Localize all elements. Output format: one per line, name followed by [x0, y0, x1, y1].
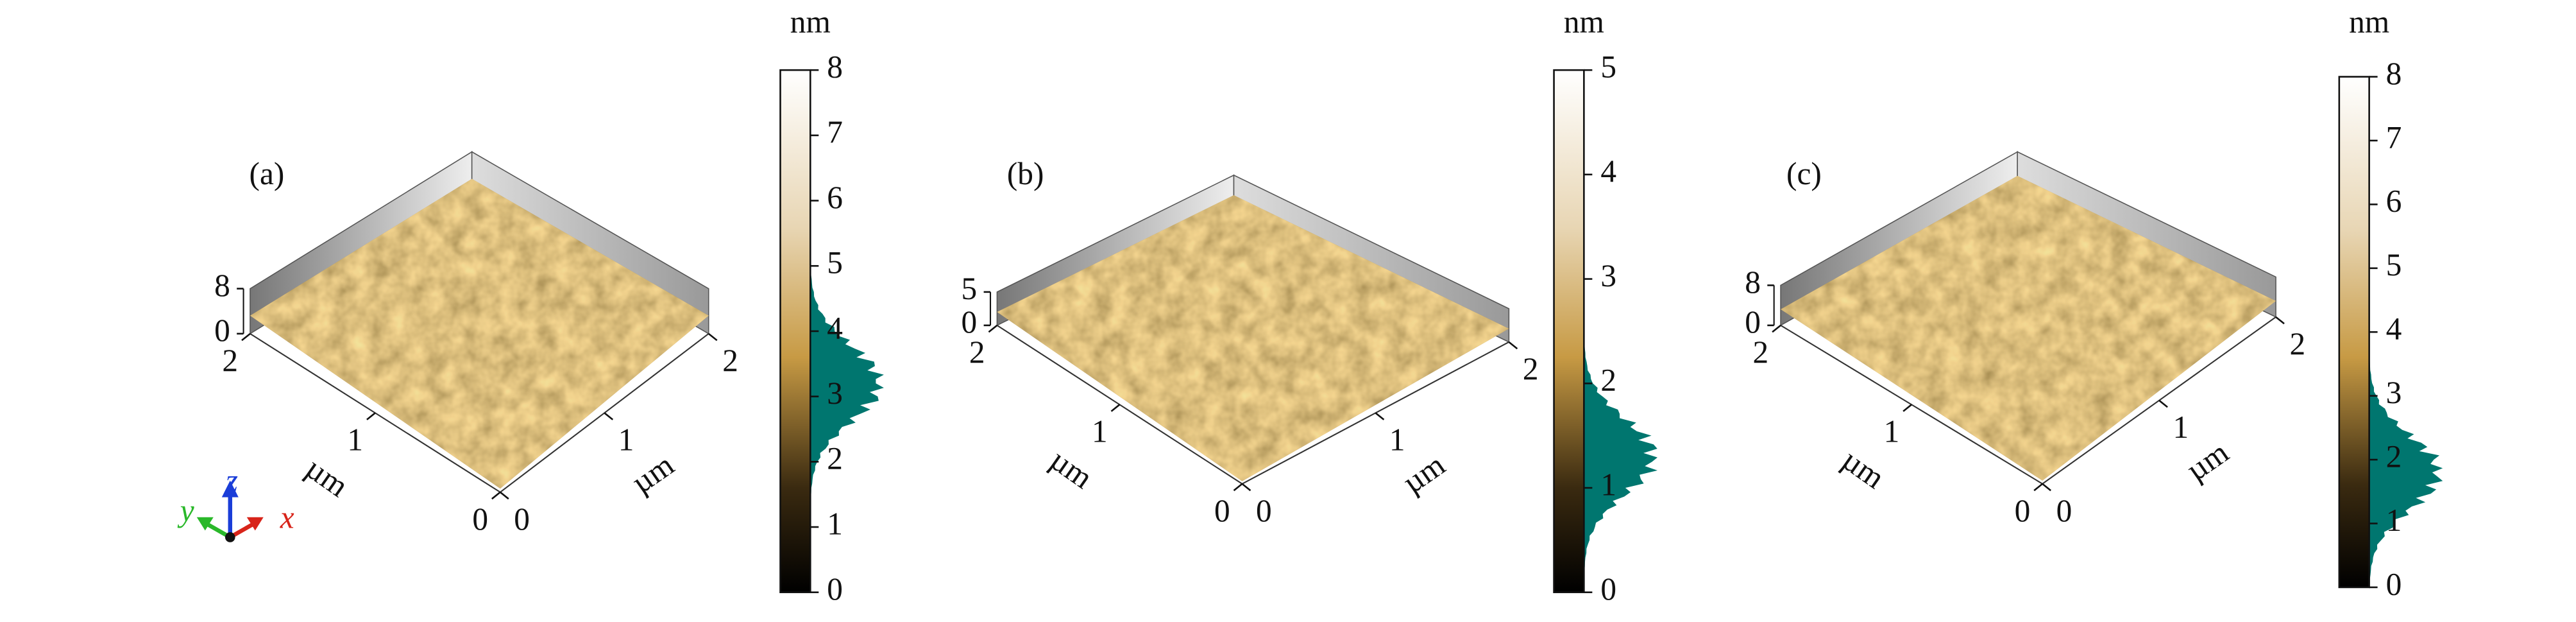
z-tick-label: 8 — [214, 268, 230, 303]
colorbar-tick-label: 2 — [827, 441, 843, 476]
y-tick-label: 2 — [969, 334, 985, 370]
x-tick — [2042, 483, 2051, 492]
x-tick — [1375, 412, 1385, 420]
triad-x: x — [280, 499, 294, 535]
y-tick — [988, 324, 998, 333]
y-unit: µm — [300, 450, 355, 503]
colorbar-tick-label: 5 — [827, 245, 843, 281]
colorbar-tick-label: 4 — [827, 310, 843, 345]
x-tick-label: 1 — [2173, 410, 2189, 445]
y-unit: µm — [1836, 442, 1891, 495]
triad-y: y — [177, 493, 194, 528]
x-tick-label: 2 — [1523, 351, 1539, 386]
panel-label: (b) — [1007, 156, 1044, 191]
x-tick — [2158, 399, 2168, 408]
colorbar-tick-label: 1 — [1600, 467, 1616, 502]
colorbar-tick-label: 8 — [2386, 56, 2402, 91]
colorbar-tick-label: 5 — [2386, 247, 2402, 282]
x-tick — [500, 491, 509, 500]
x-tick — [1241, 483, 1251, 492]
x-tick-label: 2 — [722, 343, 738, 378]
colorbar-tick-label: 7 — [2386, 119, 2402, 155]
colorbar — [2338, 76, 2370, 589]
colorbar — [779, 69, 811, 594]
y-tick — [1772, 324, 1781, 333]
y-tick — [491, 491, 501, 500]
colorbar-unit: nm — [790, 4, 831, 39]
colorbar-tick-label: 2 — [2386, 438, 2402, 474]
x-tick — [604, 412, 614, 420]
surface — [1781, 175, 2276, 481]
height-histogram — [810, 70, 884, 592]
y-tick — [366, 412, 376, 420]
colorbar-unit: nm — [1564, 4, 1604, 39]
colorbar-tick-label: 8 — [827, 49, 843, 84]
z-tick-label: 5 — [962, 271, 978, 306]
colorbar-tick-label: 7 — [827, 114, 843, 150]
x-tick — [708, 333, 718, 341]
colorbar-tick-label: 4 — [2386, 311, 2402, 347]
colorbar-tick-label: 2 — [1600, 363, 1616, 398]
y-tick-label: 0 — [2015, 493, 2031, 528]
colorbar-tick-label: 0 — [2386, 566, 2402, 601]
axis-triad: x y z — [177, 463, 294, 542]
y-tick — [2033, 483, 2043, 492]
triad-z: z — [225, 463, 238, 498]
colorbar-tick-label: 1 — [827, 506, 843, 541]
x-tick — [1508, 341, 1518, 350]
x-tick-label: 0 — [2056, 493, 2072, 528]
colorbar-tick-label: 5 — [1600, 49, 1616, 84]
z-tick-label: 0 — [214, 313, 230, 348]
y-tick-label: 0 — [472, 501, 488, 537]
height-histogram — [1584, 70, 1657, 592]
x-tick — [2275, 316, 2285, 325]
z-tick-label: 0 — [962, 304, 978, 340]
colorbar-tick-label: 6 — [2386, 184, 2402, 219]
panel-label: (c) — [1786, 156, 1822, 191]
y-tick — [1902, 404, 1912, 412]
colorbar-tick-label: 0 — [827, 571, 843, 607]
colorbar-tick-label: 3 — [827, 376, 843, 411]
y-unit: µm — [1044, 442, 1099, 495]
y-tick-label: 0 — [1214, 493, 1230, 528]
y-tick — [1110, 404, 1121, 412]
y-tick-label: 1 — [347, 422, 363, 457]
y-tick-label: 2 — [1753, 334, 1769, 370]
x-tick-label: 0 — [1256, 493, 1272, 528]
y-tick — [241, 333, 251, 341]
y-tick — [1233, 483, 1243, 492]
x-tick-label: 0 — [514, 501, 530, 537]
surface — [997, 195, 1509, 481]
z-tick-label: 8 — [1745, 264, 1761, 300]
height-histogram — [2369, 76, 2443, 587]
x-tick-label: 1 — [618, 422, 634, 457]
colorbar-tick-label: 0 — [1600, 571, 1616, 607]
surface — [250, 178, 709, 489]
y-tick-label: 2 — [222, 343, 238, 378]
y-tick-label: 1 — [1092, 413, 1108, 449]
colorbar-tick-label: 1 — [2386, 503, 2402, 538]
panel-label: (a) — [250, 156, 285, 191]
colorbar-tick-label: 3 — [2386, 375, 2402, 410]
colorbar — [1553, 69, 1585, 594]
colorbar-tick-label: 3 — [1600, 258, 1616, 293]
colorbar-tick-label: 4 — [1600, 153, 1616, 189]
colorbar-tick-label: 6 — [827, 180, 843, 215]
z-tick-label: 0 — [1745, 304, 1761, 340]
x-tick-label: 2 — [2290, 326, 2306, 361]
y-tick-label: 1 — [1884, 413, 1900, 449]
colorbar-unit: nm — [2349, 4, 2389, 39]
x-tick-label: 1 — [1389, 422, 1405, 457]
